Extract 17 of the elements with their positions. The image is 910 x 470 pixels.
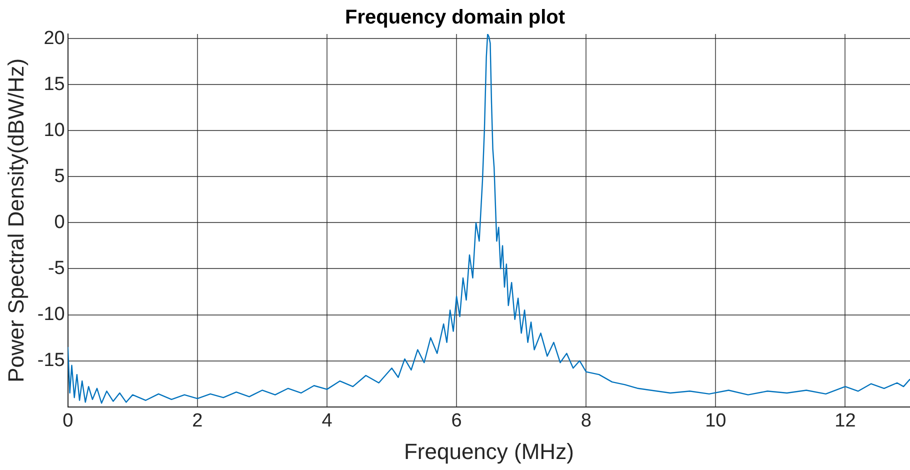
y-tick-label: 5 — [54, 166, 65, 187]
y-axis-title: Power Spectral Density(dBW/Hz) — [3, 58, 28, 382]
x-tick-label: 8 — [580, 410, 592, 432]
y-tick-label: -15 — [37, 350, 65, 372]
y-tick-label: -5 — [48, 258, 65, 279]
x-tick-label: 10 — [705, 410, 726, 432]
chart-title: Frequency domain plot — [344, 6, 566, 29]
y-tick-label: -10 — [37, 304, 65, 325]
y-tick-label: 15 — [44, 74, 65, 95]
x-tick-label: 4 — [322, 410, 333, 432]
x-tick-label: 6 — [451, 410, 462, 432]
x-tick-label: 12 — [834, 410, 856, 432]
y-tick-label: 10 — [44, 120, 65, 141]
x-tick-label: 2 — [192, 410, 203, 432]
y-tick-label: 0 — [54, 212, 65, 233]
y-tick-label: 20 — [44, 28, 65, 49]
x-axis-title: Frequency (MHz) — [404, 438, 574, 464]
